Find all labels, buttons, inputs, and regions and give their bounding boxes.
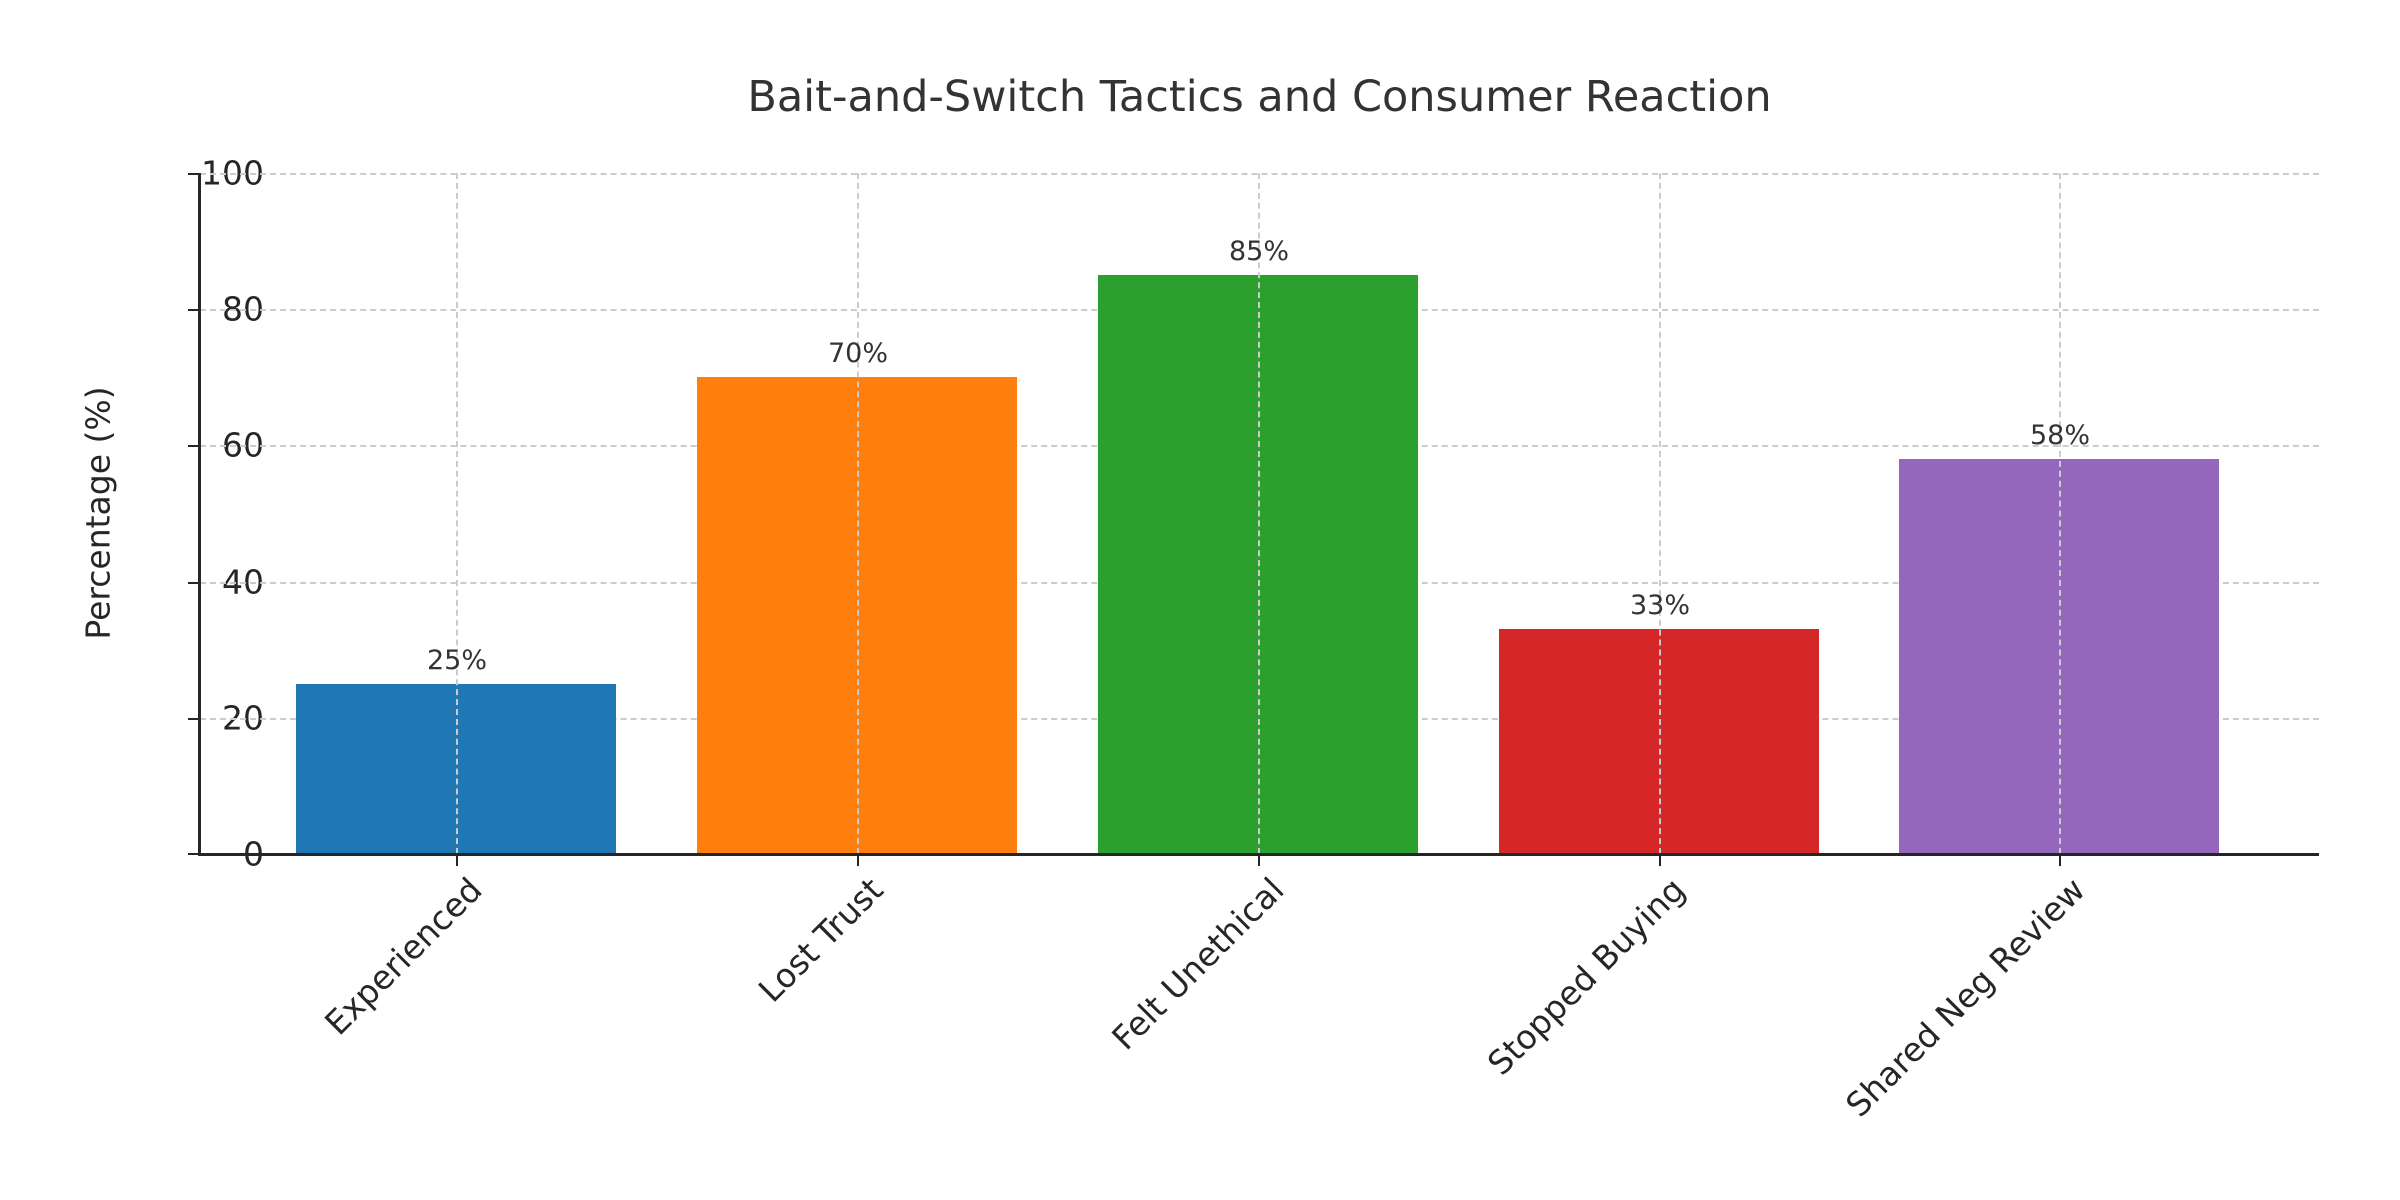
y-tick [188,853,198,855]
value-label-experienced: 25% [426,645,488,676]
gridline-x-felt-unethical [1258,173,1260,854]
x-tick [456,856,458,866]
x-tick-label-experienced: Experienced [317,870,490,1043]
gridline-x-shared-neg-review [2059,173,2061,854]
x-tick [1659,856,1661,866]
value-label-shared-neg-review: 58% [2029,420,2091,451]
gridline-x-experienced [456,173,458,854]
chart-title: Bait-and-Switch Tactics and Consumer Rea… [747,72,1772,122]
y-tick [188,582,198,584]
value-label-stopped-buying: 33% [1629,590,1691,621]
x-tick-label-lost-trust: Lost Trust [750,870,891,1010]
y-tick [188,445,198,447]
value-label-felt-unethical: 85% [1228,236,1290,267]
value-label-lost-trust: 70% [827,338,889,369]
x-tick [1258,856,1260,866]
gridline-x-lost-trust [857,173,859,854]
x-axis-line [198,853,2319,856]
y-tick [188,309,198,311]
y-tick [188,718,198,720]
x-tick-label-stopped-buying: Stopped Buying [1479,870,1693,1083]
x-tick [2059,856,2061,866]
gridline-x-stopped-buying [1659,173,1661,854]
y-axis-label: Percentage (%) [78,386,118,640]
y-tick [188,173,198,175]
y-axis-line [198,173,201,856]
x-tick [857,856,859,866]
x-tick-label-shared-neg-review: Shared Neg Review [1838,870,2093,1125]
plot-area: 25% 70% 85% 33% 58% [188,173,2319,866]
x-tick-label-felt-unethical: Felt Unethical [1104,870,1292,1058]
